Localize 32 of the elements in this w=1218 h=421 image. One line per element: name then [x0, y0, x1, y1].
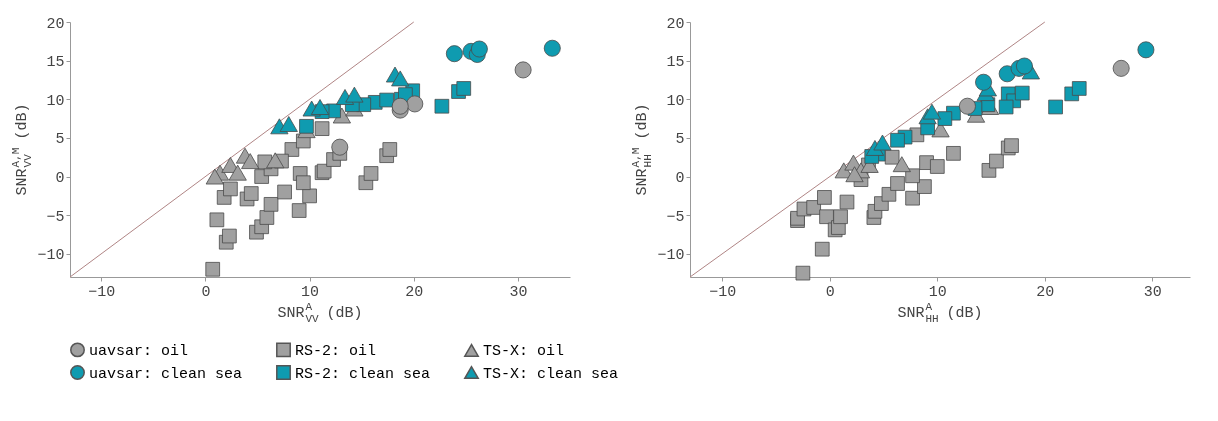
legend-label: uavsar: oil [89, 342, 189, 360]
y-tick-label: −10 [657, 247, 685, 265]
y-tick-label: 0 [55, 170, 65, 188]
legend-label: TS-X: clean sea [483, 365, 619, 383]
legend-label: uavsar: clean sea [89, 365, 243, 383]
x-tick-label: 10 [928, 283, 947, 301]
y-tick-label: −10 [37, 247, 65, 265]
y-tick-label: −5 [666, 208, 685, 226]
y-tick-label: 0 [675, 170, 685, 188]
y-tick-label: 5 [675, 131, 685, 149]
y-tick-label: 10 [666, 92, 685, 110]
legend-label: RS-2: clean sea [295, 365, 431, 383]
y-tick-label: 20 [46, 15, 65, 33]
y-tick-label: 20 [666, 15, 685, 33]
y-tick-label: 5 [55, 131, 65, 149]
x-tick-label: 30 [1143, 283, 1162, 301]
text: SNRA,MVV (dB) [10, 103, 34, 196]
x-tick-label: −10 [88, 283, 116, 301]
x-tick-label: 20 [405, 283, 424, 301]
y-tick-label: 15 [666, 54, 685, 72]
x-tick-label: 0 [201, 283, 211, 301]
x-tick-label: 30 [509, 283, 528, 301]
legend-label: TS-X: oil [483, 343, 565, 361]
text: SNRA,MHH (dB) [630, 103, 654, 196]
x-tick-label: 20 [1036, 283, 1055, 301]
x-tick-label: −10 [709, 283, 737, 301]
legend-label: RS-2: oil [295, 342, 377, 360]
y-tick-label: 10 [46, 92, 65, 110]
x-tick-label: 0 [825, 283, 835, 301]
y-tick-label: 15 [46, 54, 65, 72]
x-tick-label: 10 [301, 283, 320, 301]
y-tick-label: −5 [46, 208, 65, 226]
